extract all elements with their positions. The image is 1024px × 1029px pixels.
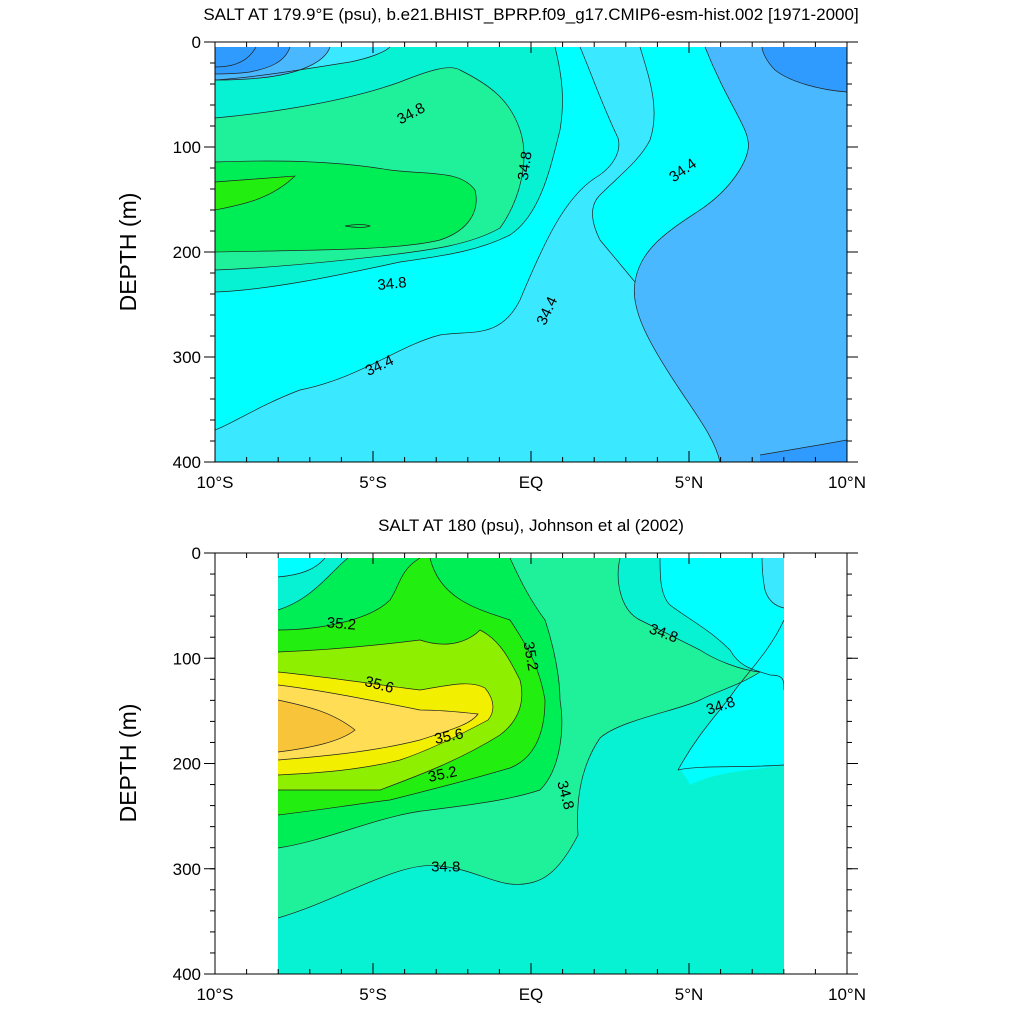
y-axis-label: DEPTH (m) <box>115 704 141 823</box>
x-tick-label: 5°N <box>675 473 704 492</box>
y-tick-label: 200 <box>173 755 201 774</box>
x-tick-label: EQ <box>519 985 544 1004</box>
fill-band-34-2-east <box>634 47 847 462</box>
fill-band-35-4 <box>215 176 295 210</box>
contour-label: 34.8 <box>515 150 536 181</box>
contour-labels: 35.235.234.835.634.835.635.234.834.8 <box>326 614 737 875</box>
x-tick-label: 5°S <box>359 473 387 492</box>
panel-observed-salinity: SALT AT 180 (psu), Johnson et al (2002) <box>115 516 866 1004</box>
contour-line-34-6-west <box>278 558 326 578</box>
contour-label: 34.8 <box>377 274 408 294</box>
x-tick-label: 5°N <box>675 985 704 1004</box>
contour-line-36-0 <box>278 699 356 753</box>
x-axis: 10°S 5°S EQ 5°N 10°N <box>196 553 866 1004</box>
contour-label: 35.6 <box>363 673 396 697</box>
contour-line-35-2 <box>278 558 546 816</box>
contour-line-35-8 <box>278 684 479 761</box>
contour-label-text: 34.8 <box>431 859 460 876</box>
contour-line-east-1 <box>761 46 847 93</box>
contour-line-west-3 <box>215 46 291 75</box>
y-tick-label: 100 <box>173 649 201 668</box>
contour-label: 35.6 <box>433 725 465 748</box>
contour-line-34-8 <box>278 558 762 919</box>
contour-fill <box>215 42 847 462</box>
contour-line-west-1 <box>215 46 391 81</box>
fill-band-35-2 <box>215 160 477 252</box>
fill-band-34-0-east <box>762 47 847 92</box>
fill-band-34-6 <box>215 47 619 430</box>
y-tick-label: 100 <box>173 138 201 157</box>
fill-band-34-6-west <box>278 558 325 577</box>
y-tick-label: 0 <box>192 33 201 52</box>
fill-band-34-6-mid <box>678 620 784 770</box>
contour-line-34-6-east <box>659 558 784 691</box>
contour-label-text: 34.8 <box>553 779 577 812</box>
y-tick-label: 400 <box>173 965 201 984</box>
contour-line-35-2 <box>215 160 477 253</box>
x-tick-label: EQ <box>519 473 544 492</box>
x-tick-label: 10°S <box>196 985 233 1004</box>
contour-line-35-6 <box>278 671 494 776</box>
x-tick-label: 10°S <box>196 473 233 492</box>
y-tick-label: 300 <box>173 348 201 367</box>
contour-line-west-4 <box>215 46 257 68</box>
contour-label: 34.8 <box>553 779 577 812</box>
contour-line-34-4-east <box>761 558 784 609</box>
fill-band-36-2 <box>278 700 355 752</box>
contour-line-bottom <box>759 439 847 456</box>
y-tick-label: 400 <box>173 453 201 472</box>
fill-band-34-6-east <box>580 47 749 282</box>
contour-line-west-2 <box>215 46 331 81</box>
contour-line-34-6 <box>215 46 620 431</box>
contour-label-text: 35.2 <box>427 763 459 786</box>
contour-line-east-2 <box>592 46 655 283</box>
contour-label-text: 35.2 <box>520 640 542 672</box>
contour-line-35-0 <box>278 558 563 849</box>
contour-line-34-4 <box>633 46 749 462</box>
y-tick-label: 300 <box>173 860 201 879</box>
x-tick-label: 10°N <box>828 985 866 1004</box>
contour-line-35-0-west <box>278 558 349 611</box>
fill-band-34-0-bottom <box>760 440 847 462</box>
y-tick-label: 200 <box>173 243 201 262</box>
contour-line-34-8 <box>215 46 563 293</box>
contour-line-35-2-west <box>278 558 421 631</box>
plot-area: 34.834.8 34.434.834.434.4 <box>214 41 848 463</box>
contour-label-text: 34.8 <box>515 150 536 181</box>
contour-lines <box>215 46 847 462</box>
contour-label: 35.2 <box>520 640 542 672</box>
contour-label: 34.8 <box>431 859 460 876</box>
contour-line-closed <box>344 224 371 228</box>
y-axis-label: DEPTH (m) <box>115 193 141 312</box>
contour-line-35-4 <box>278 629 523 791</box>
contour-label-text: 35.6 <box>433 725 465 748</box>
contour-line-35-4 <box>215 175 296 211</box>
contour-lines <box>278 558 784 919</box>
contour-label-text: 34.8 <box>377 274 408 294</box>
contour-line-34-6-low <box>677 764 784 771</box>
y-axis: 0 100 200 300 400 <box>173 33 858 472</box>
chart-title: SALT AT 179.9°E (psu), b.e21.BHIST_BPRP.… <box>203 5 858 24</box>
x-tick-label: 10°N <box>828 473 866 492</box>
contour-line-35-0 <box>215 67 525 271</box>
y-axis: 0 100 200 300 400 <box>173 544 858 984</box>
chart-title: SALT AT 180 (psu), Johnson et al (2002) <box>378 516 684 535</box>
contour-label-text: 35.6 <box>363 673 396 697</box>
x-axis: 10°S 5°S EQ 5°N 10°N <box>196 42 866 492</box>
contour-line-34-6-mid <box>677 619 784 771</box>
x-tick-label: 5°S <box>359 985 387 1004</box>
panel-model-salinity: SALT AT 179.9°E (psu), b.e21.BHIST_BPRP.… <box>115 5 866 492</box>
y-tick-label: 0 <box>192 544 201 563</box>
contour-label: 35.2 <box>326 614 357 633</box>
plot-area: 35.235.234.835.634.835.635.234.834.8 <box>214 552 848 975</box>
fill-band-34-0-west-core <box>215 47 256 67</box>
contour-label-text: 35.2 <box>326 614 357 633</box>
contour-label: 35.2 <box>427 763 459 786</box>
contour-fill <box>278 558 784 974</box>
